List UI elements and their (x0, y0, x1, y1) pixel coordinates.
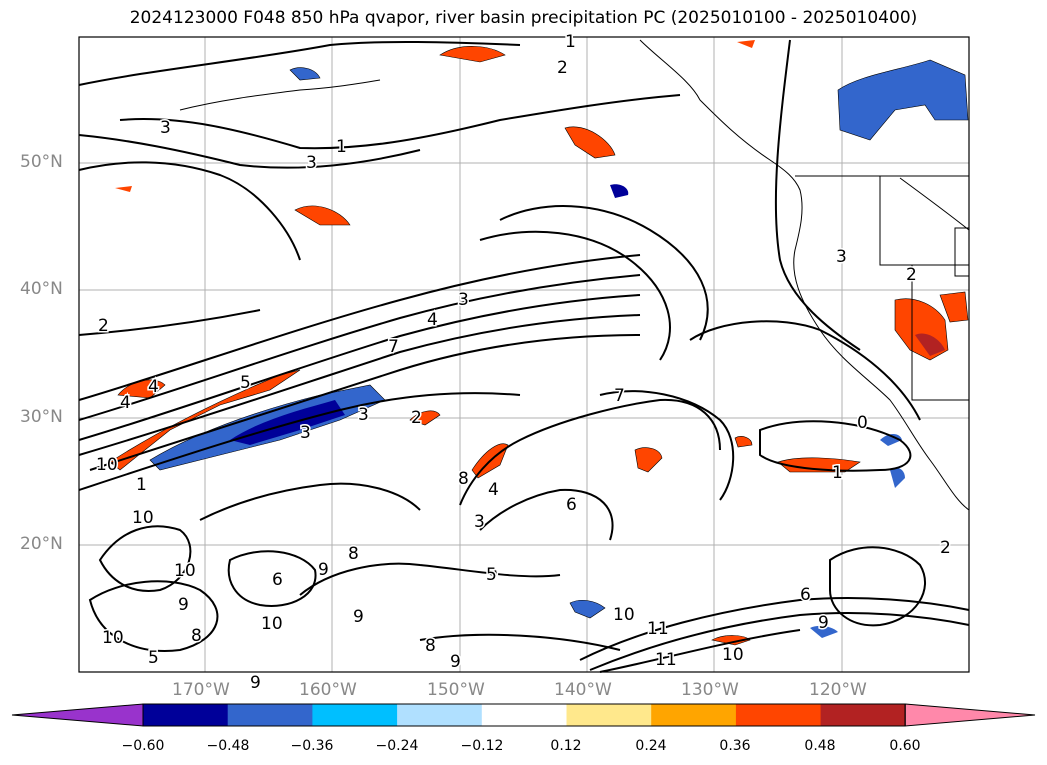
contour-label: 9 (450, 652, 461, 672)
colorbar-tick: 0.12 (550, 738, 582, 754)
colorbar-segment (566, 704, 652, 726)
colorbar-extend-high (904, 703, 1036, 727)
lon-label-150w: 150°W (427, 680, 485, 700)
lat-label-30n: 30°N (20, 407, 63, 427)
lon-label-160w: 160°W (299, 680, 357, 700)
colorbar-segment (735, 704, 822, 726)
map-background (79, 37, 969, 672)
contour-label: 1 (136, 475, 147, 495)
contour-label: 6 (566, 495, 577, 515)
lon-label-140w: 140°W (554, 680, 612, 700)
contour-label: 5 (240, 373, 251, 393)
lon-label-120w: 120°W (809, 680, 867, 700)
contour-label: 11 (655, 650, 677, 670)
colorbar (11, 703, 1036, 727)
contour-label: 9 (818, 613, 829, 633)
colorbar-segment (651, 704, 737, 726)
contour-label: 4 (148, 377, 159, 397)
colorbar-tick: −0.12 (460, 738, 504, 754)
contour-label: 1 (336, 137, 347, 157)
colorbar-frame (142, 703, 906, 727)
colorbar-extend-low (11, 703, 144, 727)
contour-label: 10 (722, 645, 744, 665)
colorbar-segment (820, 704, 906, 726)
contour-label: 10 (102, 628, 124, 648)
contour-label: 2 (940, 538, 951, 558)
contour-label: 4 (120, 393, 131, 413)
contour-label: 2 (411, 408, 422, 428)
colorbar-tick: −0.48 (206, 738, 250, 754)
contour-label: 9 (250, 673, 261, 693)
contour-label: 3 (474, 512, 485, 532)
contour-label: 0 (857, 413, 868, 433)
contour-label: 3 (836, 247, 847, 267)
lon-label-170w: 170°W (172, 680, 230, 700)
contour-label: 10 (132, 508, 154, 528)
contour-label: 11 (647, 619, 669, 639)
contour-label: 3 (358, 405, 369, 425)
contour-label: 9 (178, 595, 189, 615)
colorbar-segment (143, 704, 229, 726)
contour-label: 7 (388, 337, 399, 357)
map-title: 2024123000 F048 850 hPa qvapor, river ba… (129, 8, 918, 28)
contour-label: 6 (800, 585, 811, 605)
colorbar-segment (312, 704, 398, 726)
colorbar-tick: 0.48 (804, 738, 836, 754)
contour-label: 2 (906, 265, 917, 285)
colorbar-tick: −0.36 (290, 738, 334, 754)
contour-label: 5 (486, 565, 497, 585)
colorbar-segment (397, 704, 483, 726)
contour-label: 5 (148, 648, 159, 668)
contour-label: 8 (348, 544, 359, 564)
lat-label-20n: 20°N (20, 534, 63, 554)
lon-label-130w: 130°W (681, 680, 739, 700)
contour-label: 6 (272, 570, 283, 590)
contour-label: 8 (458, 469, 469, 489)
colorbar-tick: 0.24 (635, 738, 667, 754)
contour-label: 3 (300, 423, 311, 443)
colorbar-tick: −0.60 (121, 738, 165, 754)
contour-label: 3 (306, 153, 317, 173)
contour-label: 7 (614, 386, 625, 406)
contour-label: 3 (160, 118, 171, 138)
contour-label: 4 (427, 310, 438, 330)
lat-label-40n: 40°N (20, 279, 63, 299)
colorbar-tick: 0.60 (889, 738, 921, 754)
coastlines (179, 39, 970, 511)
contour-label: 3 (458, 290, 469, 310)
colorbar-segment (227, 704, 313, 726)
colorbar-tick: 0.36 (719, 738, 751, 754)
contour-label: 1 (565, 32, 576, 52)
contour-label: 10 (613, 605, 635, 625)
contour-label: 9 (487, 565, 498, 585)
contour-label: 10 (174, 561, 196, 581)
contour-label: 10 (261, 614, 283, 634)
map-frame (78, 36, 970, 673)
colorbar-segment (481, 704, 567, 726)
contour-label: 2 (557, 58, 568, 78)
contour-label: 9 (353, 607, 364, 627)
contour-label: 10 (96, 455, 118, 475)
lat-label-50n: 50°N (20, 152, 63, 172)
contour-label: 8 (425, 636, 436, 656)
qvapor-contours (78, 39, 970, 673)
contour-label: 8 (191, 626, 202, 646)
colorbar-tick: −0.24 (375, 738, 419, 754)
contour-label: 1 (832, 463, 843, 483)
contour-label: 2 (98, 316, 109, 336)
contour-label: 4 (488, 480, 499, 500)
contour-label: 9 (318, 560, 329, 580)
